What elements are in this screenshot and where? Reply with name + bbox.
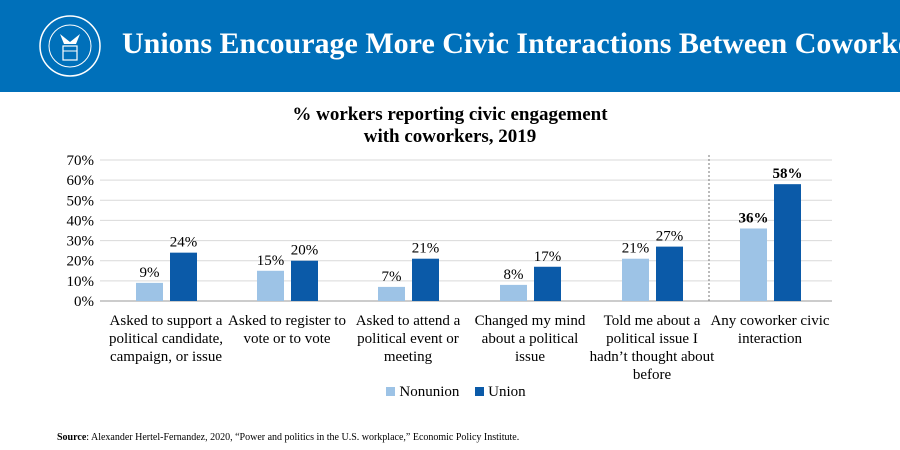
data-label: 36% (739, 210, 769, 226)
bar-nonunion (500, 284, 527, 301)
y-tick-label: 20% (67, 254, 95, 270)
y-tick-label: 10% (67, 274, 95, 290)
bar-nonunion (622, 258, 649, 301)
bar-nonunion (378, 286, 405, 301)
source-label: Source (57, 432, 87, 443)
legend-label-nonunion: Nonunion (399, 384, 460, 400)
x-category-label: Asked to register to vote or to vote (228, 313, 346, 347)
bar-nonunion (136, 282, 163, 301)
chart-title-line: with coworkers, 2019 (363, 126, 537, 147)
x-category-label: Asked to attend a political event or mee… (355, 313, 461, 365)
x-category-label: Asked to support a political candidate, … (108, 313, 224, 365)
page-title: Unions Encourage More Civic Interactions… (122, 27, 900, 60)
y-tick-label: 40% (67, 213, 95, 229)
data-label: 21% (622, 241, 650, 257)
y-tick-label: 50% (67, 193, 95, 209)
x-category-label: Any coworker civic interaction (710, 313, 830, 347)
data-label: 21% (412, 241, 440, 257)
chart-title-line: % workers reporting civic engagement (292, 104, 608, 125)
department-of-labor-seal-logo (39, 15, 101, 77)
data-label: 24% (170, 235, 198, 251)
data-label: 17% (534, 249, 562, 265)
y-tick-label: 0% (74, 294, 94, 310)
y-tick-label: 60% (67, 173, 95, 189)
x-category-label: Told me about a political issue I hadn’t… (589, 313, 715, 383)
bar-nonunion (740, 228, 767, 301)
y-tick-label: 30% (67, 234, 95, 250)
bar-union (170, 252, 197, 301)
legend: Nonunion Union (0, 384, 900, 401)
bar-nonunion (257, 270, 284, 301)
data-label: 15% (257, 253, 285, 269)
x-category-label: Changed my mind about a political issue (474, 313, 586, 365)
y-tick-label: 70% (67, 153, 95, 169)
data-label: 7% (382, 269, 402, 285)
bar-union (656, 246, 683, 301)
source-text: : Alexander Hertel-Fernandez, 2020, “Pow… (86, 432, 520, 443)
bar-union (774, 184, 801, 301)
data-label: 20% (291, 243, 319, 259)
legend-label-union: Union (488, 384, 526, 400)
source-note: Source: Alexander Hertel-Fernandez, 2020… (57, 432, 519, 443)
bar-union (412, 258, 439, 301)
data-label: 9% (140, 265, 160, 281)
bar-union (291, 260, 318, 301)
header-banner: Unions Encourage More Civic Interactions… (0, 0, 900, 92)
bar-union (534, 266, 561, 301)
chart-title: % workers reporting civic engagement wit… (0, 104, 900, 148)
legend-swatch-union (475, 387, 485, 396)
data-label: 8% (504, 267, 524, 283)
data-label: 27% (656, 229, 684, 245)
legend-swatch-nonunion (386, 387, 396, 396)
data-label: 58% (773, 166, 803, 182)
